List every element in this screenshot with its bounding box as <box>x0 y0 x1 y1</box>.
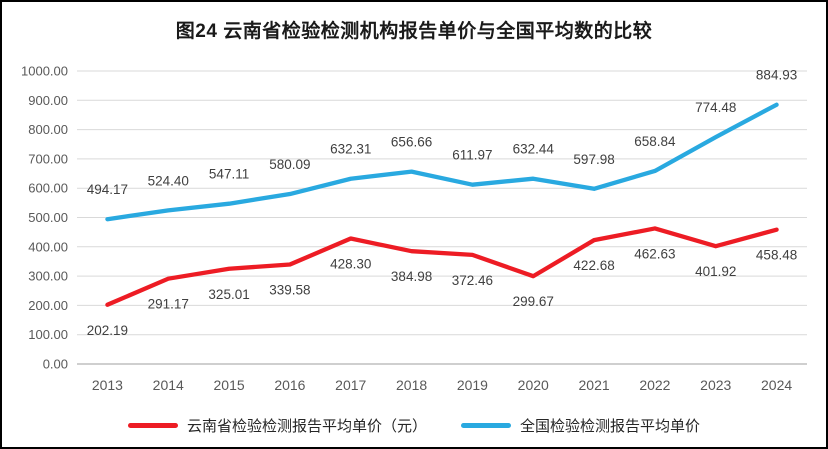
legend-label-national: 全国检验检测报告平均单价 <box>520 417 701 435</box>
yunnan-line <box>105 226 779 307</box>
x-tick-label: 2015 <box>214 377 245 393</box>
national-data-label: 656.66 <box>391 135 432 150</box>
y-tick-label: 800.00 <box>28 122 68 137</box>
yunnan-data-label: 428.30 <box>330 257 371 272</box>
chart-title: 图24 云南省检验检测机构报告单价与全国平均数的比较 <box>175 21 653 42</box>
yunnan-data-label: 372.46 <box>452 273 493 288</box>
y-tick-label: 400.00 <box>28 239 68 254</box>
x-tick-label: 2013 <box>92 377 123 393</box>
national-data-label: 494.17 <box>87 182 128 197</box>
x-tick-label: 2020 <box>518 377 549 393</box>
x-tick-label: 2023 <box>700 377 731 393</box>
yunnan-data-label: 384.98 <box>391 269 432 284</box>
y-tick-label: 0.00 <box>43 357 68 372</box>
y-tick-label: 100.00 <box>28 327 68 342</box>
national-data-label: 580.09 <box>269 157 310 172</box>
x-tick-label: 2019 <box>457 377 488 393</box>
x-tick-label: 2017 <box>335 377 366 393</box>
y-tick-label: 500.00 <box>28 210 68 225</box>
yunnan-data-label: 458.48 <box>756 248 797 263</box>
national-data-label: 632.44 <box>513 142 555 157</box>
national-data-label: 658.84 <box>634 134 676 149</box>
red-line-marker <box>127 422 178 428</box>
yunnan-data-label: 325.01 <box>208 287 249 302</box>
x-tick-label: 2016 <box>274 377 305 393</box>
legend: 云南省检验检测报告平均单价（元） 全国检验检测报告平均单价 <box>2 410 826 440</box>
y-tick-label: 300.00 <box>28 269 68 284</box>
national-line <box>105 102 779 222</box>
legend-item-yunnan: 云南省检验检测报告平均单价（元） <box>127 415 427 436</box>
national-data-label: 597.98 <box>573 152 614 167</box>
yunnan-data-label: 299.67 <box>513 294 554 309</box>
yunnan-data-label: 291.17 <box>148 297 189 312</box>
y-tick-label: 700.00 <box>28 151 68 166</box>
national-data-label: 547.11 <box>209 167 249 182</box>
y-tick-label: 1000.00 <box>21 64 68 79</box>
national-data-label: 611.97 <box>452 148 492 163</box>
yunnan-data-label: 202.19 <box>87 323 128 338</box>
yunnan-data-label: 462.63 <box>634 246 675 261</box>
blue-line-marker <box>461 422 511 428</box>
national-data-label: 774.48 <box>695 100 736 115</box>
yunnan-data-label: 422.68 <box>573 258 614 273</box>
y-tick-label: 600.00 <box>28 181 68 196</box>
yunnan-data-label: 401.92 <box>695 264 736 279</box>
national-data-label: 884.93 <box>756 68 797 83</box>
x-tick-label: 2014 <box>153 377 184 393</box>
national-data-label: 632.31 <box>330 142 371 157</box>
x-tick-label: 2024 <box>761 377 792 393</box>
legend-label-yunnan: 云南省检验检测报告平均单价（元） <box>186 417 427 435</box>
yunnan-data-label: 339.58 <box>269 283 310 298</box>
y-tick-label: 200.00 <box>28 298 68 313</box>
x-tick-label: 2018 <box>396 377 427 393</box>
x-tick-label: 2021 <box>579 377 610 393</box>
national-data-label: 524.40 <box>148 173 189 188</box>
y-tick-label: 900.00 <box>28 93 68 108</box>
x-tick-label: 2022 <box>639 377 670 393</box>
legend-item-national: 全国检验检测报告平均单价 <box>461 415 700 436</box>
